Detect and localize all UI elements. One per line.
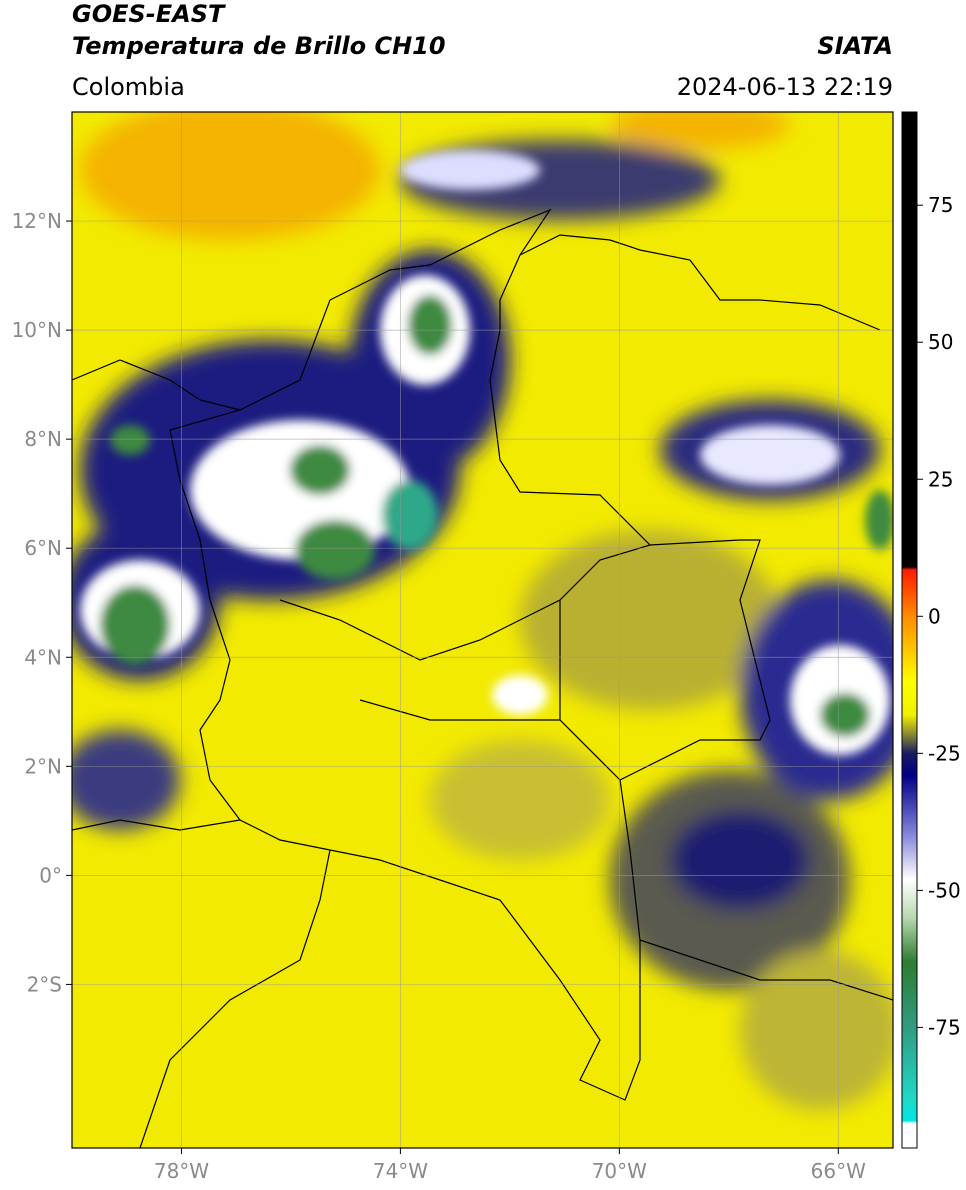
colorbar-tick-label: -75	[928, 1015, 961, 1039]
y-tick-label: 8°N	[24, 427, 62, 451]
title: GOES-EAST	[72, 0, 226, 28]
y-tick-label: 6°N	[24, 536, 62, 560]
colorbar-tick-label: 75	[928, 193, 953, 217]
colorbar-tick-label: 25	[928, 467, 953, 491]
x-tick-label: 74°W	[373, 1159, 428, 1183]
grid	[72, 112, 893, 1148]
y-tick-label: 0°	[39, 863, 62, 887]
x-tick-label: 78°W	[154, 1159, 209, 1183]
colorbar-tick-label: 0	[928, 604, 941, 628]
colorbar-tick-label: -50	[928, 878, 961, 902]
colorbar-tick-label: -25	[928, 741, 961, 765]
y-tick-label: 2°N	[24, 754, 62, 778]
axes: 78°W 74°W 70°W 66°W 12°N 10°N 8°N 6°N 4°N 2°N 0° 2°…	[12, 193, 961, 1183]
subtitle: Temperatura de Brillo CH10	[72, 32, 446, 60]
y-tick-label: 2°S	[27, 972, 62, 996]
y-tick-label: 12°N	[12, 209, 62, 233]
source: SIATA	[817, 32, 893, 60]
satellite-image	[72, 112, 893, 1148]
x-tick-label: 70°W	[592, 1159, 647, 1183]
datetime: 2024-06-13 22:19	[677, 73, 893, 101]
cold-cloud-tops	[80, 150, 893, 755]
y-tick-label: 4°N	[24, 645, 62, 669]
colorbar	[901, 111, 918, 1149]
colorbar-tick-label: 50	[928, 330, 953, 354]
region: Colombia	[72, 73, 185, 101]
y-tick-label: 10°N	[12, 318, 62, 342]
map-frame	[71, 111, 894, 1149]
borders	[72, 208, 893, 1148]
x-tick-label: 66°W	[811, 1159, 866, 1183]
